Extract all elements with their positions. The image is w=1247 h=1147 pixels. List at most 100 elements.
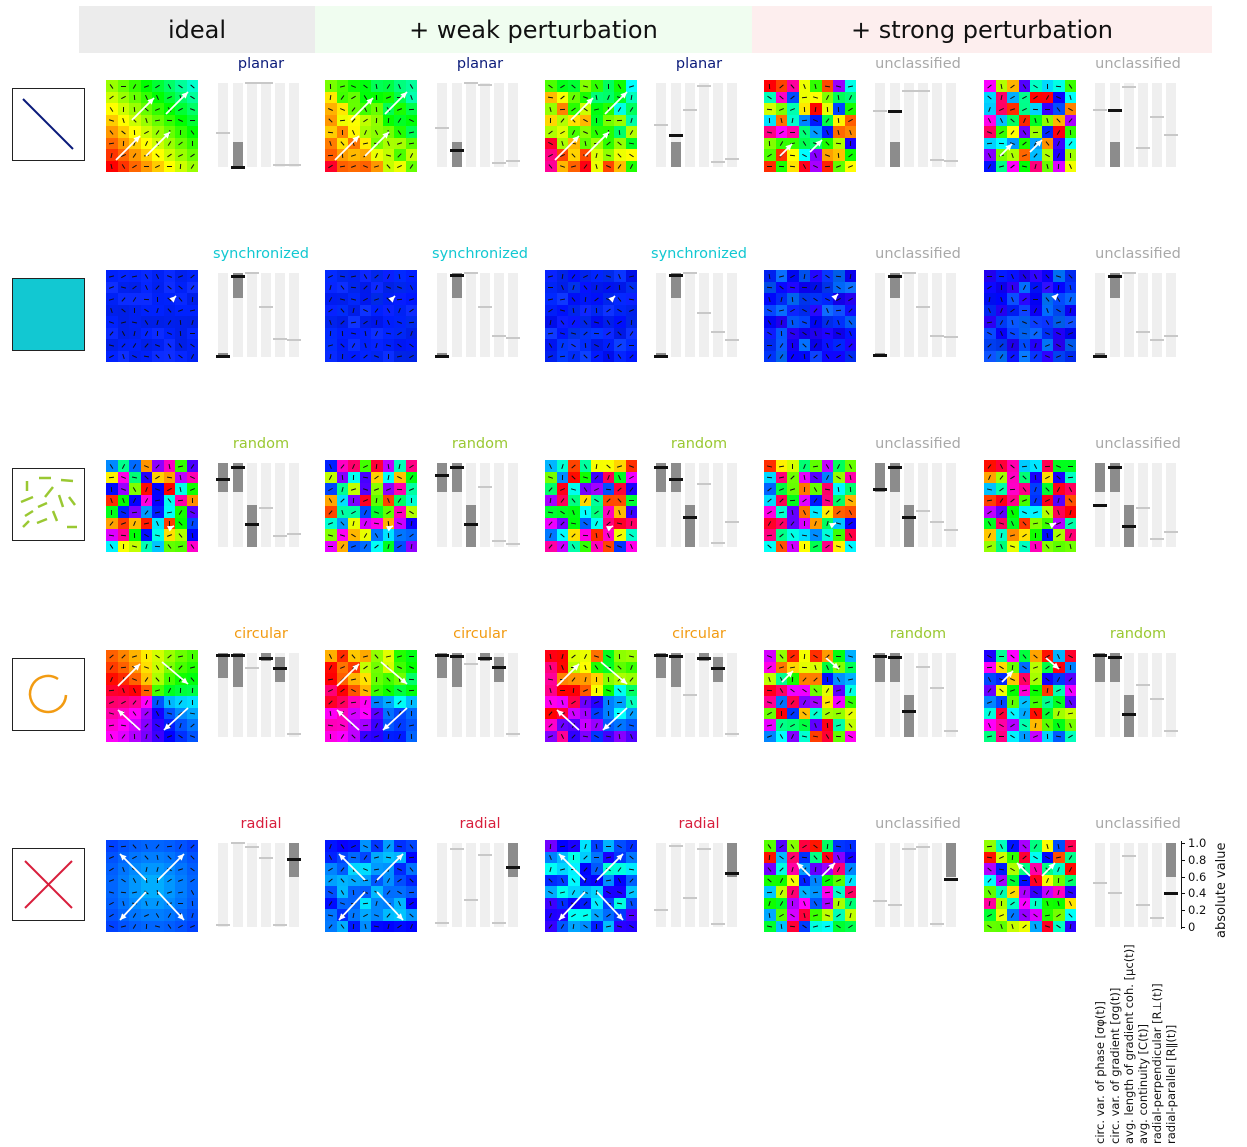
vector-tick bbox=[178, 545, 184, 548]
phase-map-cell bbox=[1041, 270, 1053, 282]
vector-tick bbox=[802, 164, 806, 170]
vector-tick bbox=[998, 154, 1004, 157]
phase-map-cell bbox=[336, 529, 348, 541]
phase-map-cell bbox=[186, 897, 198, 909]
phase-map-cell bbox=[545, 506, 557, 518]
vector-tick bbox=[559, 690, 565, 692]
vector-tick bbox=[408, 678, 414, 680]
phase-map-cell bbox=[591, 920, 603, 932]
class-range-bar bbox=[904, 505, 914, 547]
vector-tick bbox=[1033, 320, 1039, 325]
phase-map-cell bbox=[602, 696, 614, 708]
measure-track bbox=[654, 463, 668, 547]
phase-map-cell bbox=[810, 160, 822, 172]
phase-map-cell bbox=[984, 281, 996, 293]
phase-map-cell bbox=[1041, 730, 1053, 742]
phase-map bbox=[545, 80, 637, 172]
measure-track bbox=[1093, 463, 1107, 547]
phase-map-cell bbox=[1053, 506, 1065, 518]
phase-map-cell bbox=[545, 103, 557, 115]
vector-tick bbox=[825, 308, 829, 314]
measure-value-marker bbox=[888, 655, 902, 659]
vector-tick bbox=[386, 141, 390, 147]
vector-tick bbox=[329, 354, 332, 360]
phase-map-cell bbox=[325, 897, 337, 909]
vector-tick bbox=[790, 925, 796, 928]
phase-map-cell bbox=[394, 316, 406, 328]
phase-map-cell bbox=[336, 126, 348, 138]
phase-map-cell bbox=[844, 137, 856, 149]
vector-tick bbox=[572, 319, 576, 325]
phase-map-cell bbox=[614, 160, 626, 172]
phase-map-cell bbox=[394, 350, 406, 362]
phase-map-cell bbox=[775, 874, 787, 886]
phase-map-cell bbox=[394, 281, 406, 293]
vector-tick bbox=[145, 878, 148, 884]
class-range-bar bbox=[233, 141, 243, 167]
vector-tick bbox=[987, 488, 993, 491]
vector-tick bbox=[559, 510, 565, 514]
vector-tick bbox=[352, 141, 355, 147]
phase-map-cell bbox=[775, 684, 787, 696]
vector-tick bbox=[1033, 331, 1038, 336]
phase-map-cell bbox=[336, 270, 348, 282]
vector-tick bbox=[328, 165, 334, 169]
phase-map-cell bbox=[382, 350, 394, 362]
vector-tick bbox=[595, 889, 598, 895]
vector-tick bbox=[386, 722, 390, 728]
phase-map-cell bbox=[359, 661, 371, 673]
measure-track bbox=[259, 463, 273, 547]
vector-tick bbox=[398, 901, 402, 907]
measure-track bbox=[245, 653, 259, 737]
vector-tick bbox=[167, 141, 172, 147]
phase-map-cell bbox=[405, 909, 417, 921]
phase-map-cell bbox=[359, 316, 371, 328]
vector-tick bbox=[836, 522, 842, 525]
vector-tick bbox=[1069, 665, 1071, 671]
phase-map-cell bbox=[810, 103, 822, 115]
measure-track bbox=[697, 463, 711, 547]
phase-map-cell bbox=[359, 160, 371, 172]
phase-map-cell bbox=[995, 471, 1007, 483]
phase-map-cell bbox=[844, 506, 856, 518]
vector-tick bbox=[1011, 855, 1014, 861]
phase-map-cell bbox=[186, 137, 198, 149]
phase-map-cell bbox=[175, 661, 187, 673]
vector-tick bbox=[617, 153, 622, 158]
phase-map-cell bbox=[1053, 529, 1065, 541]
vector-tick bbox=[617, 343, 623, 348]
phase-map-cell bbox=[129, 696, 141, 708]
phase-map-cell bbox=[175, 840, 187, 852]
phase-map-cell bbox=[798, 529, 810, 541]
vector-tick bbox=[1010, 464, 1015, 469]
measure-track bbox=[725, 463, 739, 547]
vector-tick bbox=[143, 464, 149, 468]
phase-map-cell bbox=[1053, 350, 1065, 362]
phase-map-cell bbox=[382, 494, 394, 506]
phase-map-cell bbox=[1030, 874, 1042, 886]
vector-tick bbox=[190, 274, 195, 279]
vector-tick bbox=[157, 296, 159, 302]
vector-tick bbox=[836, 890, 842, 894]
vector-tick bbox=[768, 912, 771, 918]
measure-value-marker bbox=[669, 845, 683, 848]
vector-tick bbox=[999, 510, 1004, 515]
y-axis-tick bbox=[1181, 843, 1185, 844]
phase-map-cell bbox=[336, 696, 348, 708]
phase-map-cell bbox=[821, 506, 833, 518]
vector-tick bbox=[375, 532, 379, 538]
vector-tick bbox=[837, 676, 841, 682]
vector-tick bbox=[803, 273, 806, 279]
vector-tick bbox=[408, 724, 414, 727]
vector-tick bbox=[375, 463, 378, 469]
vector-tick bbox=[340, 867, 345, 872]
phase-map-cell bbox=[325, 909, 337, 921]
phase-map-cell bbox=[821, 327, 833, 339]
measure-panel bbox=[435, 80, 523, 172]
phase-map-cell bbox=[984, 114, 996, 126]
phase-map-cell bbox=[787, 281, 799, 293]
measure-track bbox=[725, 843, 739, 927]
vector-tick bbox=[408, 108, 414, 110]
phase-map-cell bbox=[405, 886, 417, 898]
measure-label: avg. length of gradient coh. [μc(t)] bbox=[1122, 944, 1136, 1144]
